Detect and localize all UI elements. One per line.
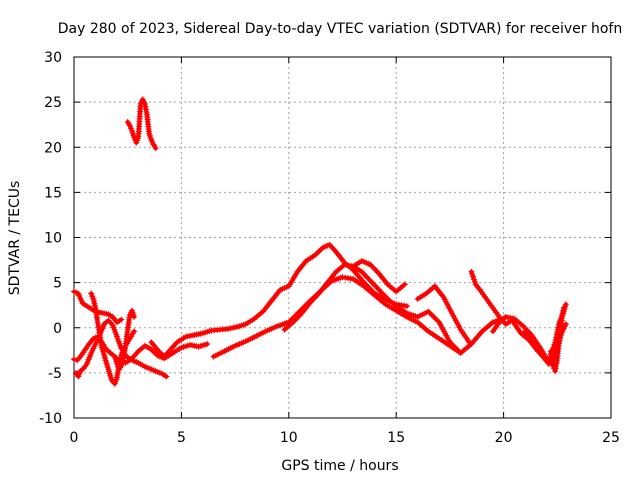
data-series bbox=[71, 96, 569, 386]
series-trace-g bbox=[148, 242, 410, 360]
x-tick-label: 15 bbox=[387, 430, 405, 446]
axis-tick-labels: 0 5 10 15 20 25 -10 -5 0 5 10 15 20 25 30 bbox=[39, 50, 620, 446]
y-tick-label: -10 bbox=[39, 411, 62, 427]
y-tick-label: 10 bbox=[44, 231, 62, 247]
y-tick-label: 5 bbox=[53, 276, 62, 292]
x-tick-label: 5 bbox=[177, 430, 186, 446]
y-tick-label: -5 bbox=[48, 366, 62, 382]
y-axis-label: SDTVAR / TECUs bbox=[7, 181, 23, 296]
x-tick-label: 10 bbox=[280, 430, 298, 446]
y-tick-label: 15 bbox=[44, 185, 62, 201]
chart-title: Day 280 of 2023, Sidereal Day-to-day VTE… bbox=[58, 21, 622, 37]
y-tick-label: 30 bbox=[44, 50, 62, 66]
series-trace-o bbox=[548, 305, 567, 374]
y-tick-label: 20 bbox=[44, 140, 62, 156]
x-tick-label: 0 bbox=[70, 430, 79, 446]
y-tick-label: 0 bbox=[53, 321, 62, 337]
x-tick-label: 25 bbox=[602, 430, 620, 446]
x-tick-label: 20 bbox=[495, 430, 513, 446]
series-trace-f bbox=[125, 96, 159, 151]
series-band bbox=[214, 277, 461, 356]
y-tick-label: 25 bbox=[44, 95, 62, 111]
series-trace-h bbox=[211, 274, 464, 359]
x-axis-label: GPS time / hours bbox=[281, 458, 398, 474]
grid-lines bbox=[74, 57, 611, 418]
sdtvar-chart: Day 280 of 2023, Sidereal Day-to-day VTE… bbox=[0, 0, 640, 480]
